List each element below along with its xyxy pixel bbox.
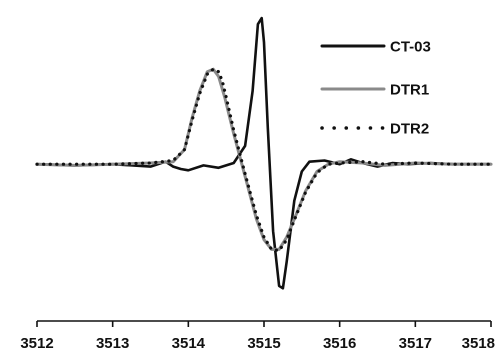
- series-layer: [35, 16, 493, 290]
- x-tick-label-3513: 3513: [96, 335, 129, 352]
- x-axis: 3512 3513 3514 3515 3516 3517 3518: [20, 320, 495, 352]
- x-tick-label-3514: 3514: [172, 335, 206, 352]
- legend: CT-03 DTR1 DTR2: [320, 39, 431, 138]
- legend-label-dtr1: DTR1: [390, 82, 429, 99]
- series-line-ct-03: [35, 16, 493, 290]
- x-tick-label-3515: 3515: [247, 335, 280, 352]
- x-tick-label-3512: 3512: [20, 335, 53, 352]
- legend-label-dtr2: DTR2: [390, 121, 429, 138]
- x-tick-label-3516: 3516: [323, 335, 356, 352]
- x-tick-label-3518: 3518: [462, 335, 495, 352]
- x-tick-label-3517: 3517: [399, 335, 432, 352]
- series-line-dtr2: [35, 67, 493, 253]
- legend-label-ct-03: CT-03: [390, 39, 431, 56]
